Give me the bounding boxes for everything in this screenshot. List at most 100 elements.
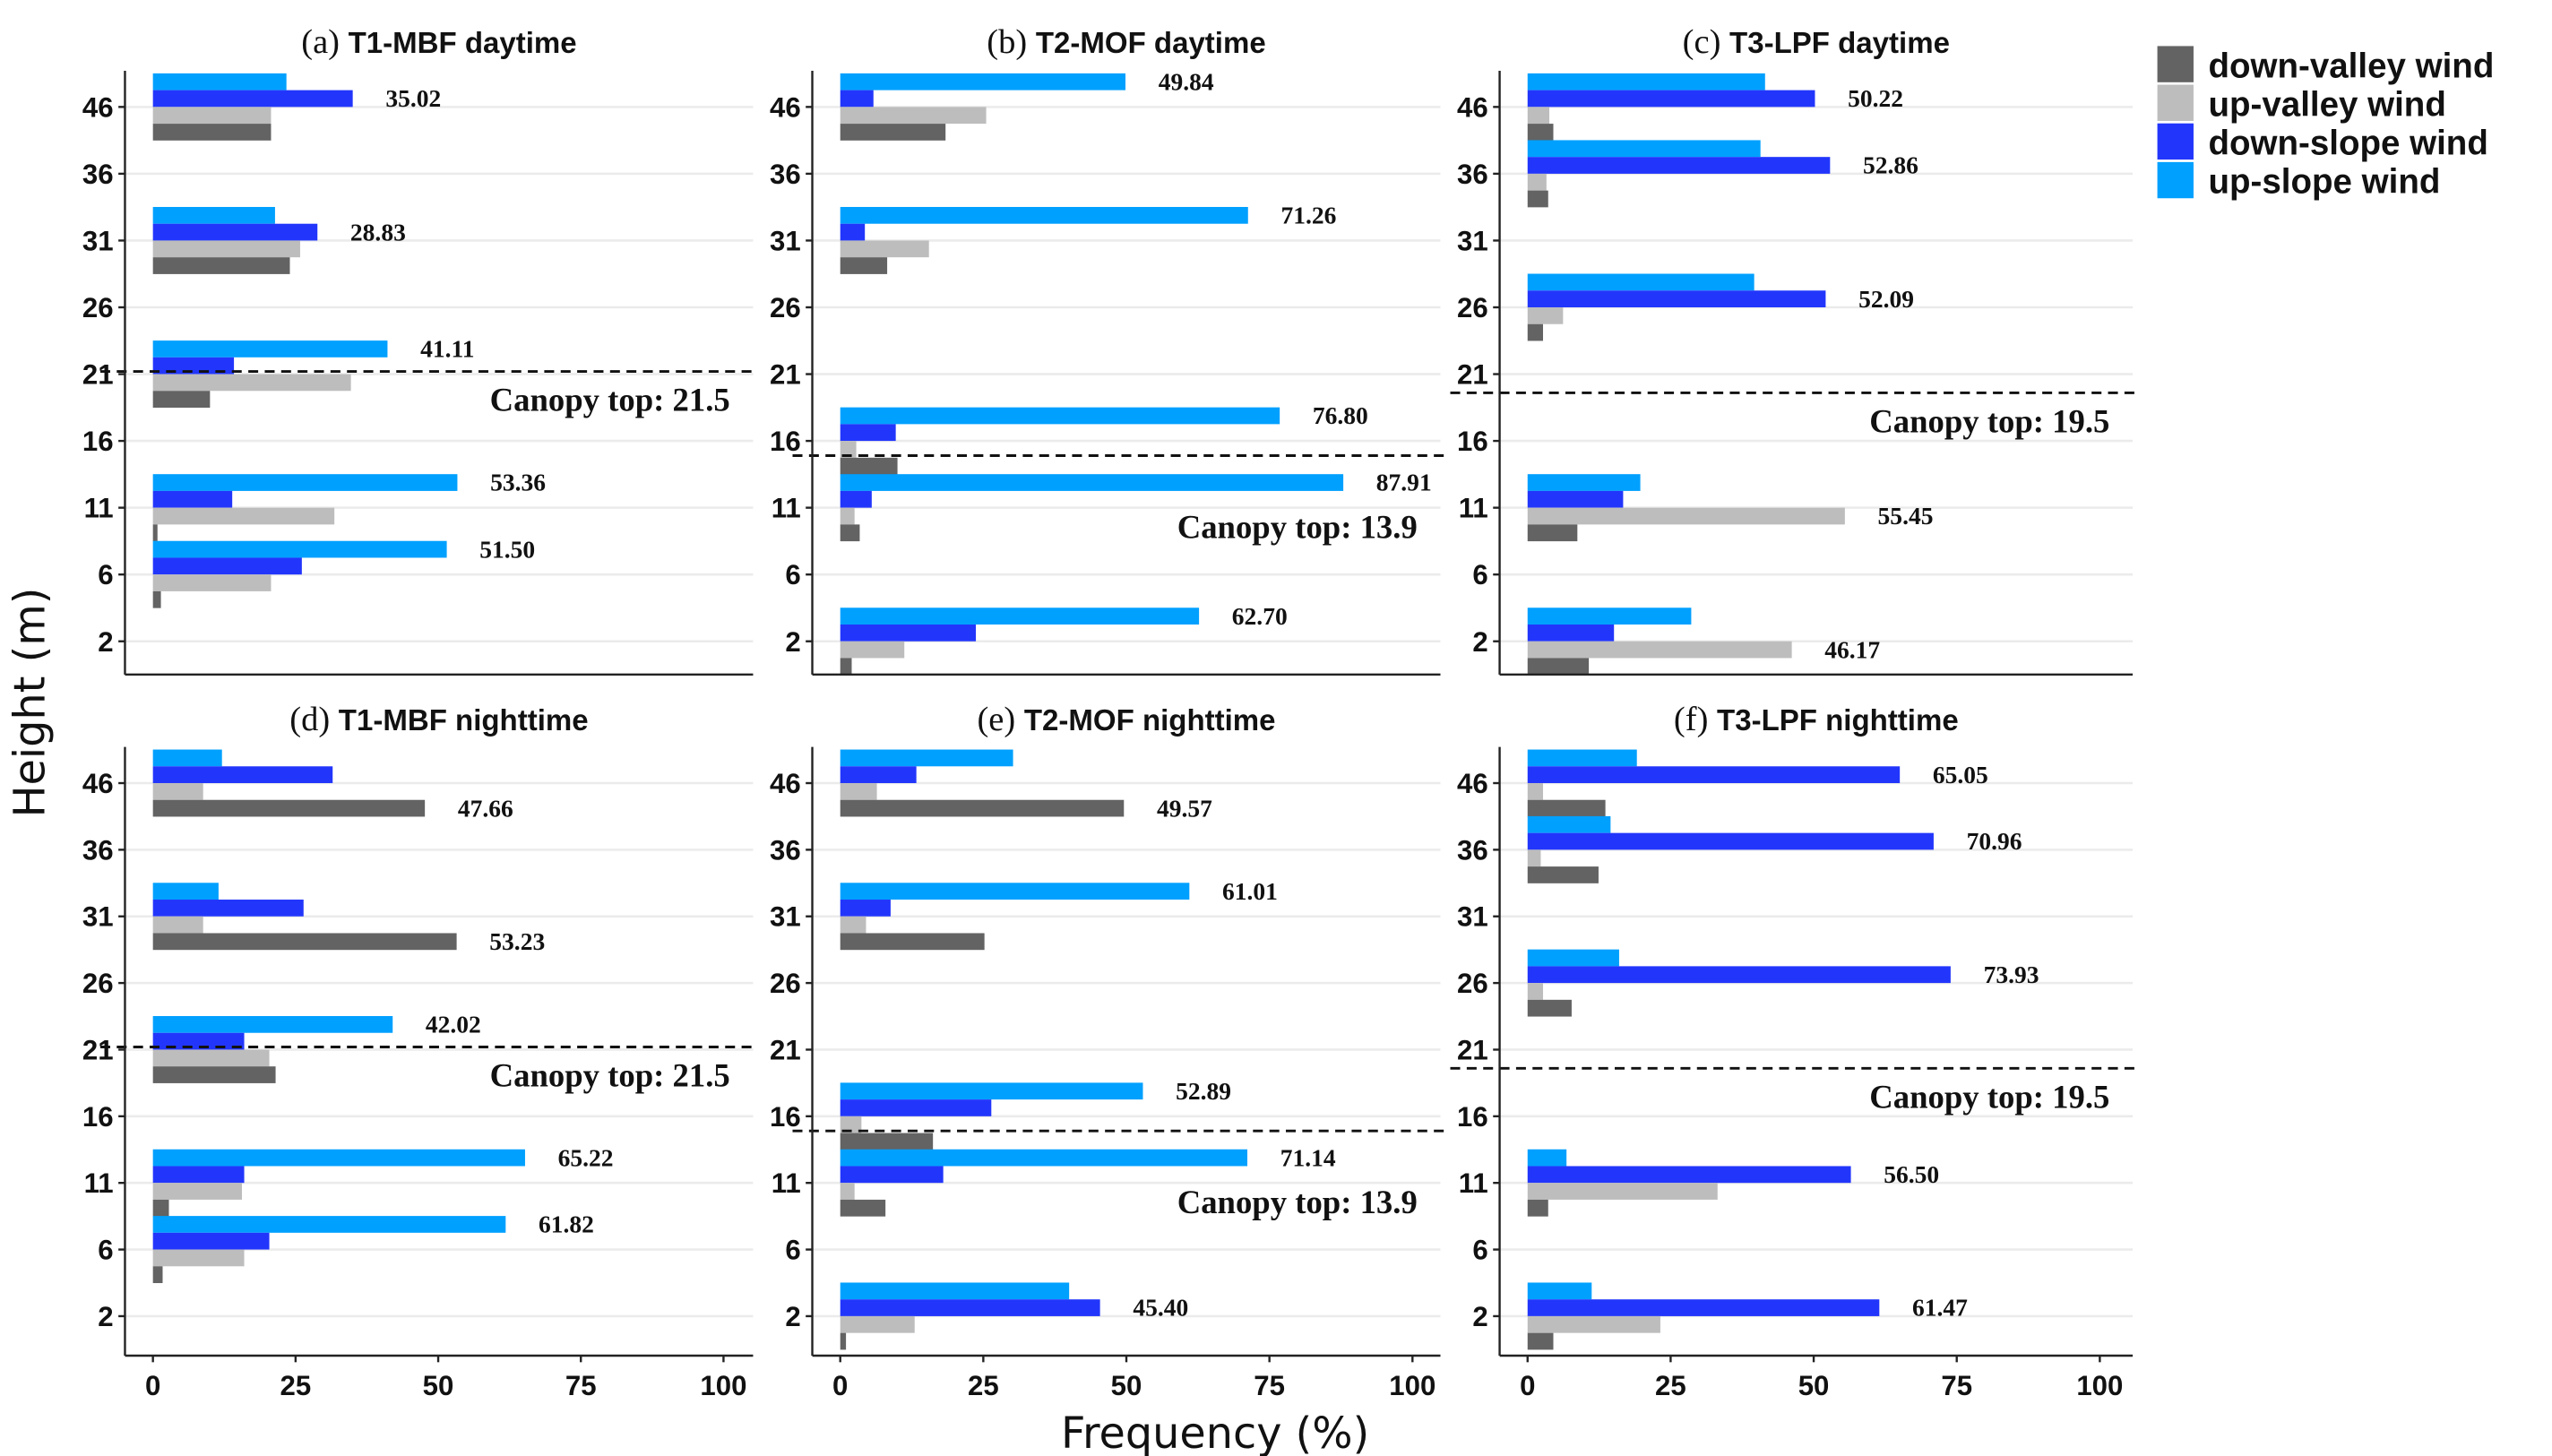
bar-down-slope <box>840 223 866 241</box>
bar-up-slope <box>1527 73 1765 90</box>
bar-group-2m: 46.17 <box>1527 607 1880 676</box>
bar-up-valley <box>840 916 866 934</box>
bar-up-valley <box>152 1183 242 1200</box>
y-tick-label: 2 <box>1472 1301 1487 1332</box>
bar-value-label: 52.89 <box>1176 1077 1231 1105</box>
bar-down-valley <box>1527 524 1578 542</box>
y-tick-label: 21 <box>1457 359 1488 391</box>
panel-d: (d) T1-MBF nighttime 46 36 31 26 21 16 11 6 2 47.6… <box>82 701 757 1401</box>
panel-title: (b) T2-MOF daytime <box>987 23 1265 61</box>
bar-group-36m: 70.96 <box>1527 815 2022 883</box>
bar-down-valley <box>840 799 1125 817</box>
bar-value-label: 53.36 <box>490 469 546 496</box>
y-tick-label: 21 <box>770 359 801 391</box>
bar-down-slope <box>152 1032 245 1050</box>
y-tick-label: 6 <box>785 559 800 590</box>
y-tick-label: 21 <box>82 359 114 391</box>
bar-up-slope <box>840 1282 1070 1300</box>
bar-group-26m: 73.93 <box>1527 949 2039 1017</box>
bar-up-valley <box>152 374 351 392</box>
bar-up-valley <box>840 641 905 659</box>
bar-up-valley <box>1527 849 1541 867</box>
panel-title-prefix: (e) <box>977 701 1023 738</box>
bar-down-valley <box>1527 190 1548 208</box>
canopy-top-label: Canopy top: 21.5 <box>490 1057 730 1094</box>
legend-item-down-slope: down-slope wind <box>2157 123 2488 163</box>
canopy-top-label: Canopy top: 19.5 <box>1869 1078 2109 1115</box>
y-tick-label: 31 <box>770 225 801 256</box>
bar-up-valley <box>1527 783 1544 800</box>
y-tick-label: 36 <box>770 159 801 190</box>
legend-label: up-valley wind <box>2208 85 2445 124</box>
y-tick-label: 26 <box>1457 292 1488 323</box>
bar-value-label: 71.14 <box>1280 1143 1336 1171</box>
y-tick-label: 26 <box>82 292 114 323</box>
bar-value-label: 28.83 <box>350 218 406 246</box>
bar-down-slope <box>1527 290 1826 307</box>
bar-group-46m: 49.84 <box>840 67 1214 141</box>
y-tick-label: 6 <box>98 1235 113 1266</box>
bar-group-46m: 49.57 <box>840 749 1212 822</box>
bar-up-slope <box>1527 815 1611 833</box>
bar-group-46m: 35.02 <box>152 73 441 141</box>
y-tick-label: 6 <box>785 1235 800 1266</box>
bar-value-label: 55.45 <box>1878 502 1934 530</box>
bar-down-valley <box>840 658 852 676</box>
y-tick-label: 26 <box>1457 968 1488 999</box>
bar-up-valley <box>840 1116 862 1133</box>
bar-value-label: 35.02 <box>385 84 441 112</box>
bar-up-slope <box>840 73 1125 90</box>
bar-down-slope <box>1527 90 1815 108</box>
bar-value-label: 61.82 <box>539 1210 594 1238</box>
bar-down-slope <box>152 766 333 784</box>
legend-swatch <box>2157 123 2194 160</box>
bar-group-11m: 65.22 <box>152 1143 614 1217</box>
y-tick-label: 16 <box>82 1101 114 1133</box>
bar-value-label: 61.47 <box>1912 1294 1968 1322</box>
bar-value-label: 70.96 <box>1967 827 2022 855</box>
bar-up-valley <box>840 1183 855 1200</box>
bar-group-11m: 56.50 <box>1527 1149 1939 1217</box>
legend-item-up-valley: up-valley wind <box>2157 84 2446 124</box>
x-tick-label: 100 <box>1389 1370 1436 1401</box>
panel-title-text: T3-LPF daytime <box>1729 27 1950 60</box>
bar-up-slope <box>840 1082 1143 1100</box>
panel-title-prefix: (d) <box>289 701 339 738</box>
bar-group-11m: 71.14 <box>840 1143 1336 1217</box>
bar-group-11m: 87.91 <box>840 469 1432 542</box>
panel-title: (f) T3-LPF nighttime <box>1674 701 1959 738</box>
bar-value-label: 76.80 <box>1313 401 1368 429</box>
y-tick-label: 2 <box>98 626 113 658</box>
x-tick-label: 75 <box>1941 1370 1972 1401</box>
y-axis-title: Height (m) <box>6 588 56 818</box>
x-tick-label: 75 <box>565 1370 597 1401</box>
y-tick-label: 46 <box>82 91 114 123</box>
y-tick-label: 36 <box>1457 159 1488 190</box>
bar-down-slope <box>152 900 304 917</box>
bar-down-slope <box>840 1299 1100 1316</box>
bar-up-slope <box>152 540 447 558</box>
legend-swatch <box>2157 84 2194 121</box>
y-tick-label: 46 <box>770 91 801 123</box>
bar-up-valley <box>1527 1315 1660 1333</box>
canopy-top-label: Canopy top: 13.9 <box>1177 508 1418 545</box>
y-tick-label: 11 <box>1459 1167 1488 1199</box>
bar-down-valley <box>152 391 211 408</box>
y-tick-label: 16 <box>770 1101 801 1133</box>
panel-title-text: T2-MOF daytime <box>1036 27 1266 60</box>
bar-up-slope <box>1527 273 1754 291</box>
bar-up-valley <box>840 1315 915 1333</box>
panel-title: (a) T1-MBF daytime <box>301 23 576 61</box>
bar-up-slope <box>840 749 1013 767</box>
bar-up-valley <box>152 574 272 591</box>
y-tick-label: 26 <box>82 968 114 999</box>
bar-down-slope <box>152 223 318 241</box>
bar-up-slope <box>1527 1149 1567 1167</box>
legend-swatch <box>2157 46 2194 82</box>
bar-up-slope <box>152 206 275 224</box>
bar-up-slope <box>1527 607 1692 625</box>
bar-group-2m: 62.70 <box>840 602 1288 676</box>
x-tick-label: 50 <box>423 1370 454 1401</box>
bar-down-slope <box>152 357 235 375</box>
y-tick-label: 36 <box>1457 834 1488 866</box>
